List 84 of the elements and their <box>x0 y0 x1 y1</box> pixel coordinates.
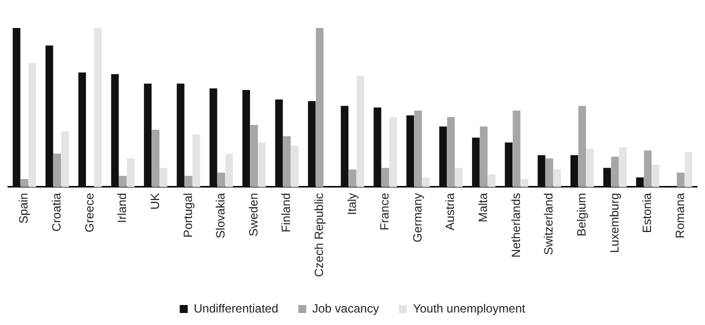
x-tick-label: Italy <box>344 192 359 215</box>
x-tick-label: Sweden <box>246 192 260 236</box>
bar <box>20 179 28 187</box>
legend-label: Youth unemployment <box>412 301 526 316</box>
bar <box>12 28 20 187</box>
bar <box>406 115 414 187</box>
bar <box>340 106 348 187</box>
bar <box>636 177 644 187</box>
bar <box>290 146 299 187</box>
bar <box>644 150 652 187</box>
bar <box>275 100 283 187</box>
bar <box>676 172 684 187</box>
x-tick-label: Croatia <box>50 192 64 232</box>
bar <box>283 136 291 187</box>
bar <box>356 76 364 187</box>
bar <box>619 147 627 187</box>
bar <box>46 45 54 187</box>
bar <box>78 72 86 187</box>
bar <box>61 131 69 187</box>
bar <box>225 154 233 187</box>
bar <box>184 176 192 187</box>
x-tick-label: Greece <box>82 192 96 232</box>
bar <box>94 28 102 187</box>
bar <box>603 168 611 187</box>
x-tick-label: Slovakia <box>214 192 228 238</box>
bar <box>389 117 398 187</box>
bar <box>512 110 520 187</box>
bar <box>472 138 480 187</box>
x-tick-label: Switzerland <box>542 192 556 255</box>
x-tick-label: Malta <box>476 192 490 222</box>
bar <box>538 155 546 187</box>
bar <box>192 134 200 187</box>
bar <box>119 176 127 187</box>
x-tick-label: Irland <box>115 192 130 223</box>
bar <box>28 62 36 187</box>
bar <box>570 155 578 187</box>
bar <box>447 117 455 187</box>
bar <box>520 179 528 187</box>
bar <box>308 101 316 187</box>
bar <box>684 152 692 187</box>
bar <box>586 148 594 187</box>
bar <box>553 169 562 187</box>
bar <box>652 164 660 187</box>
bar <box>258 142 266 187</box>
x-tick-label: Belgium <box>574 192 588 236</box>
bar <box>611 156 619 187</box>
x-tick-label: Finland <box>279 192 294 232</box>
bar <box>504 142 512 187</box>
bar <box>250 124 258 187</box>
x-tick-label: Portugal <box>180 192 195 238</box>
bar <box>348 169 356 187</box>
x-tick-label: Netherlands <box>508 192 523 258</box>
bar <box>422 177 430 187</box>
x-tick-label: Spain <box>16 192 31 224</box>
bar <box>144 84 152 187</box>
x-tick-label: Estonia <box>640 192 654 233</box>
x-tick-label: Czech Republic <box>312 192 326 278</box>
bar <box>242 90 250 187</box>
bar <box>374 107 382 187</box>
bar <box>152 130 160 187</box>
x-tick-label: Romana <box>672 192 687 238</box>
bar <box>217 172 226 187</box>
bar <box>488 174 496 187</box>
bar <box>316 28 324 187</box>
bar <box>414 110 422 187</box>
bar <box>53 154 62 187</box>
legend-label: Job vacancy <box>312 301 379 316</box>
bar <box>546 158 554 187</box>
bar <box>210 88 218 187</box>
bar <box>454 168 463 187</box>
x-tick-label: Austria <box>443 192 458 230</box>
bar <box>480 126 488 187</box>
bar <box>126 158 135 187</box>
legend-label: Undifferentiated <box>194 301 278 316</box>
x-tick-label: Luxemburg <box>607 192 622 254</box>
bar <box>160 168 168 187</box>
bar <box>439 126 447 187</box>
x-tick-label: France <box>378 192 392 230</box>
x-tick-label: Germany <box>410 192 424 242</box>
bar <box>176 84 184 187</box>
bar <box>578 106 586 187</box>
x-tick-label: UK <box>148 192 162 210</box>
bar <box>381 168 390 187</box>
bar <box>111 74 119 187</box>
